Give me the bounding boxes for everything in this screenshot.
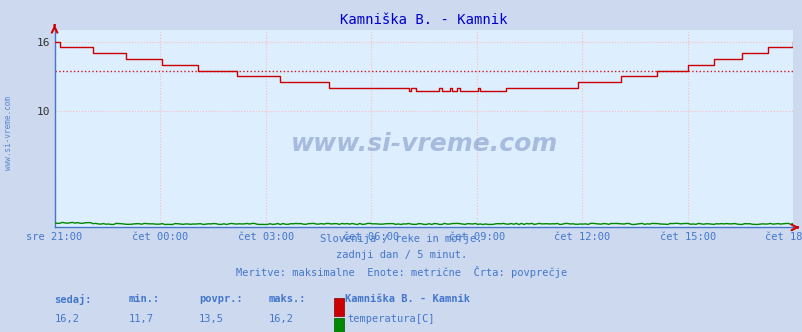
Text: Meritve: maksimalne  Enote: metrične  Črta: povprečje: Meritve: maksimalne Enote: metrične Črta… — [236, 266, 566, 278]
Text: 16,2: 16,2 — [269, 314, 294, 324]
Text: maks.:: maks.: — [269, 294, 306, 304]
Text: www.si-vreme.com: www.si-vreme.com — [290, 132, 557, 156]
Text: 11,7: 11,7 — [128, 314, 153, 324]
Text: min.:: min.: — [128, 294, 160, 304]
Text: temperatura[C]: temperatura[C] — [346, 314, 434, 324]
Text: Slovenija / reke in morje.: Slovenija / reke in morje. — [320, 234, 482, 244]
Text: 16,2: 16,2 — [55, 314, 79, 324]
Text: sedaj:: sedaj: — [55, 294, 92, 305]
Text: povpr.:: povpr.: — [199, 294, 242, 304]
Text: www.si-vreme.com: www.si-vreme.com — [3, 96, 13, 170]
Text: 13,5: 13,5 — [199, 314, 224, 324]
Text: zadnji dan / 5 minut.: zadnji dan / 5 minut. — [335, 250, 467, 260]
Title: Kamniška B. - Kamnik: Kamniška B. - Kamnik — [340, 13, 507, 27]
Text: Kamniška B. - Kamnik: Kamniška B. - Kamnik — [345, 294, 470, 304]
